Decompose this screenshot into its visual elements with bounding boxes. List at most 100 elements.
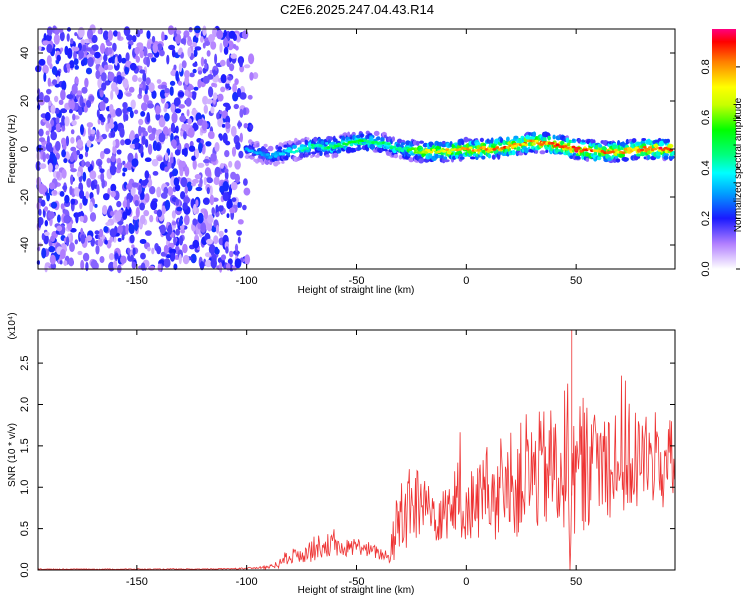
y-tick-label: 40 bbox=[19, 47, 31, 59]
noise-cell bbox=[122, 167, 128, 173]
noise-cell bbox=[139, 239, 147, 244]
noise-cell bbox=[120, 255, 127, 264]
noise-cell bbox=[174, 184, 181, 192]
signal-core-cell bbox=[571, 145, 576, 149]
snr-panel: -150 -100 -50 0 50 0.0 0.5 1.0 1.5 2.0 2.5 Height… bbox=[7, 312, 676, 596]
noise-cell bbox=[186, 109, 190, 117]
noise-cell bbox=[236, 87, 242, 98]
noise-cell bbox=[81, 214, 88, 224]
signal-cell bbox=[421, 158, 425, 163]
noise-cell bbox=[110, 183, 117, 192]
noise-cell bbox=[226, 213, 230, 219]
noise-cell bbox=[128, 44, 132, 50]
x-tick-label: -100 bbox=[236, 275, 258, 287]
noise-cell bbox=[171, 210, 176, 219]
signal-cell bbox=[393, 154, 399, 158]
noise-cell bbox=[225, 140, 231, 146]
noise-cell bbox=[232, 44, 237, 49]
noise-cell bbox=[55, 164, 59, 170]
colorbar-tick-label: 0.2 bbox=[700, 211, 712, 226]
noise-cell bbox=[55, 140, 61, 152]
snr-series-line bbox=[37, 375, 675, 571]
noise-cell bbox=[210, 106, 215, 114]
noise-cell bbox=[37, 88, 41, 96]
signal-cell bbox=[341, 135, 346, 141]
signal-core-cell bbox=[642, 145, 647, 149]
noise-cell bbox=[214, 166, 221, 178]
noise-cell bbox=[184, 89, 189, 97]
signal-cell bbox=[443, 156, 448, 161]
signal-cell bbox=[310, 151, 317, 155]
signal-cell bbox=[511, 149, 516, 156]
signal-core-cell bbox=[431, 148, 436, 152]
signal-cell bbox=[663, 155, 669, 160]
noise-cell bbox=[70, 38, 74, 45]
signal-cell bbox=[422, 143, 428, 148]
signal-cell bbox=[513, 135, 519, 139]
noise-cell bbox=[134, 200, 139, 207]
noise-cell bbox=[182, 243, 188, 254]
noise-cell bbox=[96, 184, 100, 195]
noise-cell bbox=[44, 206, 49, 212]
signal-core-cell bbox=[492, 148, 497, 151]
noise-cell bbox=[178, 235, 184, 246]
noise-cell bbox=[207, 214, 214, 224]
snr-y-label: SNR (10 * v/v) bbox=[7, 423, 18, 487]
noise-cell bbox=[243, 187, 251, 196]
noise-cell bbox=[156, 245, 162, 255]
noise-cell bbox=[177, 80, 183, 86]
noise-cell bbox=[184, 166, 190, 177]
noise-cell bbox=[147, 103, 154, 109]
signal-cell bbox=[332, 152, 339, 158]
noise-cell bbox=[62, 185, 68, 191]
noise-cell bbox=[145, 230, 152, 236]
noise-cell bbox=[164, 102, 169, 109]
noise-cell bbox=[158, 132, 166, 143]
signal-core-cell bbox=[397, 146, 402, 150]
noise-cell bbox=[219, 42, 223, 53]
noise-cell bbox=[193, 86, 199, 91]
noise-cell bbox=[128, 86, 135, 93]
y-tick-label: 2.5 bbox=[19, 355, 31, 370]
noise-cell bbox=[206, 50, 211, 57]
noise-cell bbox=[230, 181, 238, 191]
noise-cell bbox=[174, 108, 182, 114]
noise-cell bbox=[190, 253, 197, 264]
noise-cell bbox=[126, 160, 133, 171]
noise-cell bbox=[173, 263, 178, 271]
signal-cell bbox=[396, 138, 403, 144]
noise-cell bbox=[101, 178, 105, 189]
noise-cell bbox=[101, 82, 107, 91]
signal-cell bbox=[263, 148, 269, 152]
noise-cell bbox=[150, 200, 158, 211]
noise-cell bbox=[222, 181, 229, 192]
noise-cell bbox=[202, 67, 207, 74]
noise-cell bbox=[210, 41, 217, 50]
noise-cell bbox=[125, 92, 132, 97]
noise-cell bbox=[155, 105, 161, 115]
signal-cell bbox=[585, 157, 590, 162]
noise-cell bbox=[151, 247, 155, 255]
noise-cell bbox=[193, 49, 198, 57]
noise-cell bbox=[167, 161, 172, 169]
noise-cell bbox=[78, 153, 84, 160]
signal-cell bbox=[440, 155, 444, 159]
noise-cell bbox=[102, 97, 109, 104]
noise-cell bbox=[76, 139, 84, 149]
noise-cell bbox=[87, 125, 91, 137]
x-tick-label: 50 bbox=[570, 576, 582, 588]
noise-cell bbox=[120, 139, 125, 146]
noise-cell bbox=[215, 224, 220, 234]
noise-cell bbox=[103, 148, 111, 155]
noise-cell bbox=[244, 254, 251, 265]
noise-cell bbox=[83, 105, 88, 113]
noise-cell bbox=[144, 157, 152, 162]
signal-cell bbox=[383, 134, 387, 139]
noise-cell bbox=[106, 41, 113, 47]
noise-cell bbox=[58, 28, 64, 33]
noise-cell bbox=[50, 104, 56, 114]
noise-cell bbox=[212, 69, 217, 77]
noise-cell bbox=[239, 92, 247, 100]
noise-cell bbox=[122, 172, 126, 177]
noise-cell bbox=[46, 192, 50, 202]
